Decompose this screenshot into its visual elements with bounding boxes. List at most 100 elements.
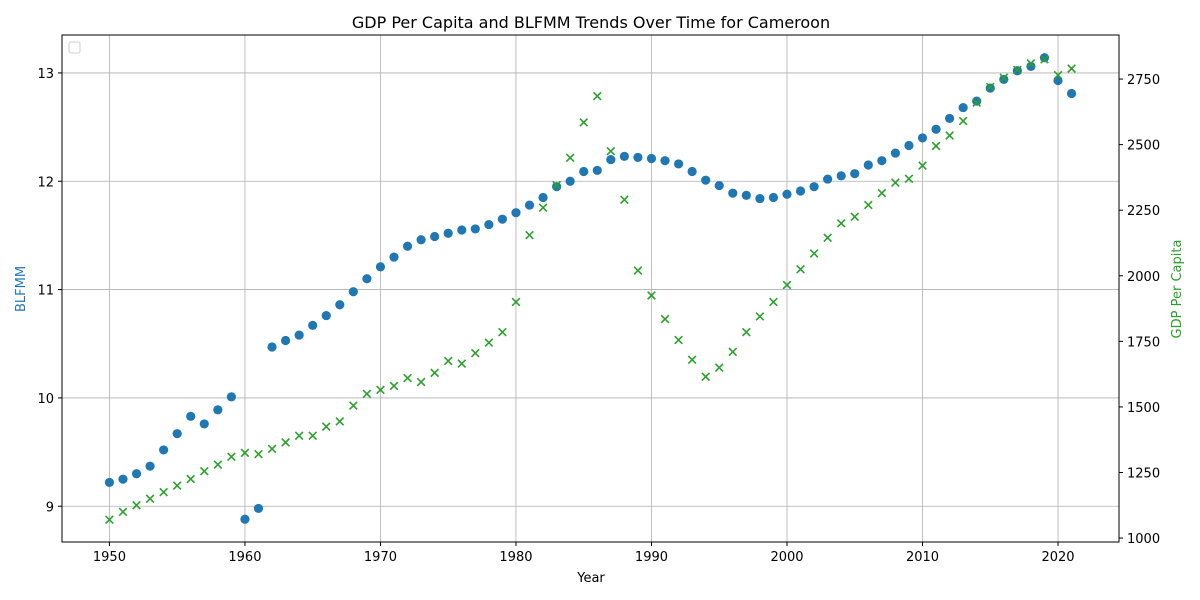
left-y-axis-title: BLFMM xyxy=(14,266,29,312)
blfmm-point xyxy=(375,262,386,272)
right-y-tick-label: 2500 xyxy=(1127,139,1160,154)
blfmm-point xyxy=(809,182,819,192)
gdp-per-capita-point xyxy=(592,91,602,101)
blfmm-point xyxy=(226,392,236,402)
gdp-per-capita-point xyxy=(728,347,738,357)
blfmm-point xyxy=(782,189,792,199)
grid xyxy=(62,35,1119,542)
legend-box xyxy=(68,41,81,54)
blfmm-point xyxy=(931,124,941,134)
blfmm-point xyxy=(1066,88,1077,99)
right-y-axis-title: GDP Per Capita xyxy=(1170,240,1185,339)
blfmm-point xyxy=(524,200,535,210)
blfmm-point xyxy=(511,208,521,218)
gdp-per-capita-point xyxy=(877,188,887,198)
blfmm-point xyxy=(660,156,670,166)
gdp-per-capita-point xyxy=(308,431,318,441)
gdp-per-capita-point xyxy=(972,98,982,108)
gdp-per-capita-point xyxy=(389,381,399,391)
x-tick-label: 1970 xyxy=(364,550,397,565)
blfmm-point xyxy=(362,274,372,284)
right-y-tick-label: 1250 xyxy=(1127,466,1160,481)
gdp-per-capita-point xyxy=(118,507,128,517)
gdp-per-capita-point xyxy=(267,444,277,454)
gdp-per-capita-point xyxy=(281,437,290,447)
blfmm-point xyxy=(389,252,399,262)
blfmm-point xyxy=(552,182,562,192)
gdp-per-capita-point xyxy=(145,494,155,504)
blfmm-point xyxy=(945,113,955,124)
blfmm-point xyxy=(267,342,277,352)
gdp-per-capita-point xyxy=(457,359,467,369)
blfmm-point xyxy=(484,219,494,230)
right-y-tick-label: 2000 xyxy=(1127,270,1160,285)
gdp-per-capita-point xyxy=(348,401,358,410)
blfmm-point xyxy=(850,169,860,179)
gdp-per-capita-point xyxy=(105,515,114,525)
blfmm-point xyxy=(701,175,711,185)
chart-title: GDP Per Capita and BLFMM Trends Over Tim… xyxy=(352,13,830,32)
blfmm-point xyxy=(972,96,982,106)
gdp-per-capita-point xyxy=(470,348,480,358)
gdp-per-capita-point xyxy=(1067,64,1076,73)
blfmm-point xyxy=(402,241,413,251)
blfmm-point xyxy=(877,156,887,166)
gdp-per-capita-point xyxy=(362,389,372,399)
gdp-per-capita-point xyxy=(321,422,331,431)
gdp-per-capita-point xyxy=(850,212,860,222)
right-y-tick-label: 1500 xyxy=(1127,401,1160,416)
gdp-per-capita-point xyxy=(904,174,914,184)
blfmm-point xyxy=(118,474,128,484)
x-tick-label: 2010 xyxy=(906,550,939,565)
blfmm-point xyxy=(795,186,806,196)
gdp-per-capita-point xyxy=(565,153,575,163)
gdp-per-capita-point xyxy=(674,335,683,345)
blfmm-point xyxy=(186,411,196,421)
gdp-per-capita-point xyxy=(186,474,196,484)
blfmm-point xyxy=(985,83,995,93)
blfmm-point xyxy=(904,140,914,151)
blfmm-point xyxy=(416,235,426,245)
gdp-per-capita-point xyxy=(579,117,589,127)
blfmm-point xyxy=(565,176,575,186)
blfmm-point xyxy=(213,405,223,415)
blfmm-point xyxy=(294,330,304,340)
gdp-per-capita-point xyxy=(687,355,697,365)
gdp-per-capita-point xyxy=(159,487,169,497)
gdp-per-capita-point xyxy=(945,131,954,140)
right-y-axis: 1000 1250 1500 1750 2000 2250 2500 2750 xyxy=(1119,73,1160,547)
blfmm-point xyxy=(159,445,169,455)
blfmm-point xyxy=(687,166,697,177)
gdp-per-capita-point xyxy=(511,297,521,307)
blfmm-point xyxy=(240,514,250,524)
gdp-per-capita-point xyxy=(606,146,616,156)
blfmm-point xyxy=(308,320,318,330)
gdp-per-capita-point xyxy=(620,195,629,205)
left-y-tick-label: 12 xyxy=(37,175,54,190)
blfmm-point xyxy=(579,166,589,177)
blfmm-point xyxy=(335,300,345,310)
blfmm-point xyxy=(823,174,833,184)
gdp-per-capita-point xyxy=(294,431,304,441)
gdp-per-capita-point xyxy=(1040,55,1049,64)
blfmm-point xyxy=(131,469,142,479)
gdp-per-capita-point xyxy=(172,481,182,490)
gdp-per-capita-point xyxy=(958,116,968,126)
blfmm-point xyxy=(538,192,548,203)
blfmm-point xyxy=(619,151,629,161)
blfmm-point xyxy=(280,335,291,346)
gdp-per-capita-point xyxy=(714,363,724,372)
blfmm-point xyxy=(321,310,331,321)
blfmm-point xyxy=(741,190,751,200)
x-axis-title: Year xyxy=(576,571,605,586)
gdp-per-capita-point xyxy=(891,178,900,188)
gdp-per-capita-point xyxy=(416,377,426,387)
data-marks xyxy=(104,53,1077,525)
x-tick-label: 2000 xyxy=(770,550,803,565)
gdp-per-capita-point xyxy=(525,230,534,240)
blfmm-point xyxy=(145,461,155,471)
x-tick-label: 1990 xyxy=(635,550,668,565)
blfmm-point xyxy=(958,102,968,113)
gdp-per-capita-point xyxy=(376,385,385,395)
